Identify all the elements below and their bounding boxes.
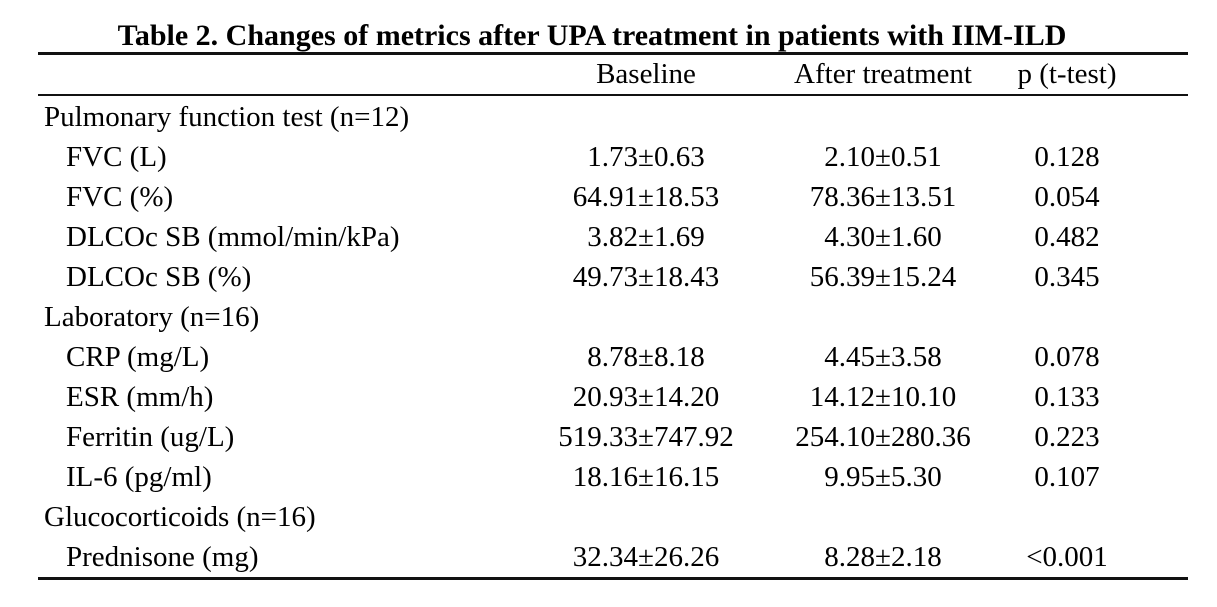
table-header-rule [38, 94, 1188, 96]
row-label: DLCOc SB (%) [66, 260, 252, 293]
p-value: 0.128 [1034, 140, 1100, 173]
p-value: 0.482 [1034, 220, 1100, 253]
section-row-laboratory: Laboratory (n=16) [38, 297, 1188, 337]
row-label: CRP (mg/L) [66, 340, 210, 373]
after-value: 78.36±13.51 [809, 180, 957, 213]
p-value: 0.054 [1034, 180, 1100, 213]
p-value: 0.345 [1034, 260, 1100, 293]
row-label: Prednisone (mg) [66, 540, 259, 573]
after-value: 4.30±1.60 [824, 220, 942, 253]
after-value: 4.45±3.58 [824, 340, 942, 373]
after-value: 14.12±10.10 [809, 380, 957, 413]
row-label: Ferritin (ug/L) [66, 420, 235, 453]
row-label: ESR (mm/h) [66, 380, 214, 413]
baseline-value: 49.73±18.43 [572, 260, 720, 293]
row-label: IL-6 (pg/ml) [66, 460, 212, 493]
after-value: 56.39±15.24 [809, 260, 957, 293]
table-row-prednisone: Prednisone (mg) 32.34±26.26 8.28±2.18 <0… [38, 537, 1188, 577]
header-after-treatment: After treatment [794, 58, 972, 90]
after-value: 8.28±2.18 [824, 540, 942, 573]
table-top-rule [38, 52, 1188, 55]
table-row-ferritin: Ferritin (ug/L) 519.33±747.92 254.10±280… [38, 417, 1188, 457]
section-label: Glucocorticoids (n=16) [44, 500, 316, 533]
baseline-value: 3.82±1.69 [587, 220, 705, 253]
baseline-value: 1.73±0.63 [587, 140, 705, 173]
p-value: <0.001 [1026, 540, 1108, 573]
after-value: 254.10±280.36 [795, 420, 971, 453]
table-body: Pulmonary function test (n=12) FVC (L) 1… [38, 97, 1188, 577]
section-label: Laboratory (n=16) [44, 300, 260, 333]
header-p-value: p (t-test) [1017, 58, 1117, 90]
table-header-row: Baseline After treatment p (t-test) [38, 55, 1188, 94]
header-baseline: Baseline [596, 58, 696, 90]
row-label: DLCOc SB (mmol/min/kPa) [66, 220, 400, 253]
section-row-glucocorticoids: Glucocorticoids (n=16) [38, 497, 1188, 537]
baseline-value: 519.33±747.92 [558, 420, 734, 453]
table-row-dlcoc-sb: DLCOc SB (mmol/min/kPa) 3.82±1.69 4.30±1… [38, 217, 1188, 257]
section-row-pulmonary: Pulmonary function test (n=12) [38, 97, 1188, 137]
table-row-fvc-pct: FVC (%) 64.91±18.53 78.36±13.51 0.054 [38, 177, 1188, 217]
p-value: 0.078 [1034, 340, 1100, 373]
baseline-value: 64.91±18.53 [572, 180, 720, 213]
after-value: 2.10±0.51 [824, 140, 942, 173]
table-row-crp: CRP (mg/L) 8.78±8.18 4.45±3.58 0.078 [38, 337, 1188, 377]
baseline-value: 20.93±14.20 [572, 380, 720, 413]
section-label: Pulmonary function test (n=12) [44, 100, 410, 133]
baseline-value: 32.34±26.26 [572, 540, 720, 573]
p-value: 0.133 [1034, 380, 1100, 413]
p-value: 0.107 [1034, 460, 1100, 493]
results-table: Table 2. Changes of metrics after UPA tr… [38, 0, 1188, 607]
after-value: 9.95±5.30 [824, 460, 942, 493]
baseline-value: 18.16±16.15 [572, 460, 720, 493]
baseline-value: 8.78±8.18 [587, 340, 705, 373]
row-label: FVC (L) [66, 140, 167, 173]
table-row-esr: ESR (mm/h) 20.93±14.20 14.12±10.10 0.133 [38, 377, 1188, 417]
table-row-il6: IL-6 (pg/ml) 18.16±16.15 9.95±5.30 0.107 [38, 457, 1188, 497]
table-row-fvc-l: FVC (L) 1.73±0.63 2.10±0.51 0.128 [38, 137, 1188, 177]
row-label: FVC (%) [66, 180, 174, 213]
table-row-dlcoc-sb-pct: DLCOc SB (%) 49.73±18.43 56.39±15.24 0.3… [38, 257, 1188, 297]
table-title: Table 2. Changes of metrics after UPA tr… [117, 19, 1067, 52]
p-value: 0.223 [1034, 420, 1100, 453]
table-bottom-rule [38, 577, 1188, 580]
